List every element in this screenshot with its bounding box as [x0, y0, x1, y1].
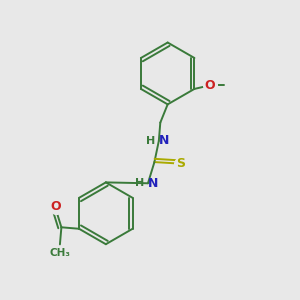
Text: H: H — [135, 178, 144, 188]
Text: O: O — [204, 79, 215, 92]
Text: N: N — [148, 177, 158, 190]
Text: O: O — [51, 200, 62, 213]
Text: H: H — [146, 136, 155, 146]
Text: N: N — [159, 134, 169, 147]
Text: S: S — [176, 157, 185, 170]
Text: CH₃: CH₃ — [50, 248, 70, 258]
